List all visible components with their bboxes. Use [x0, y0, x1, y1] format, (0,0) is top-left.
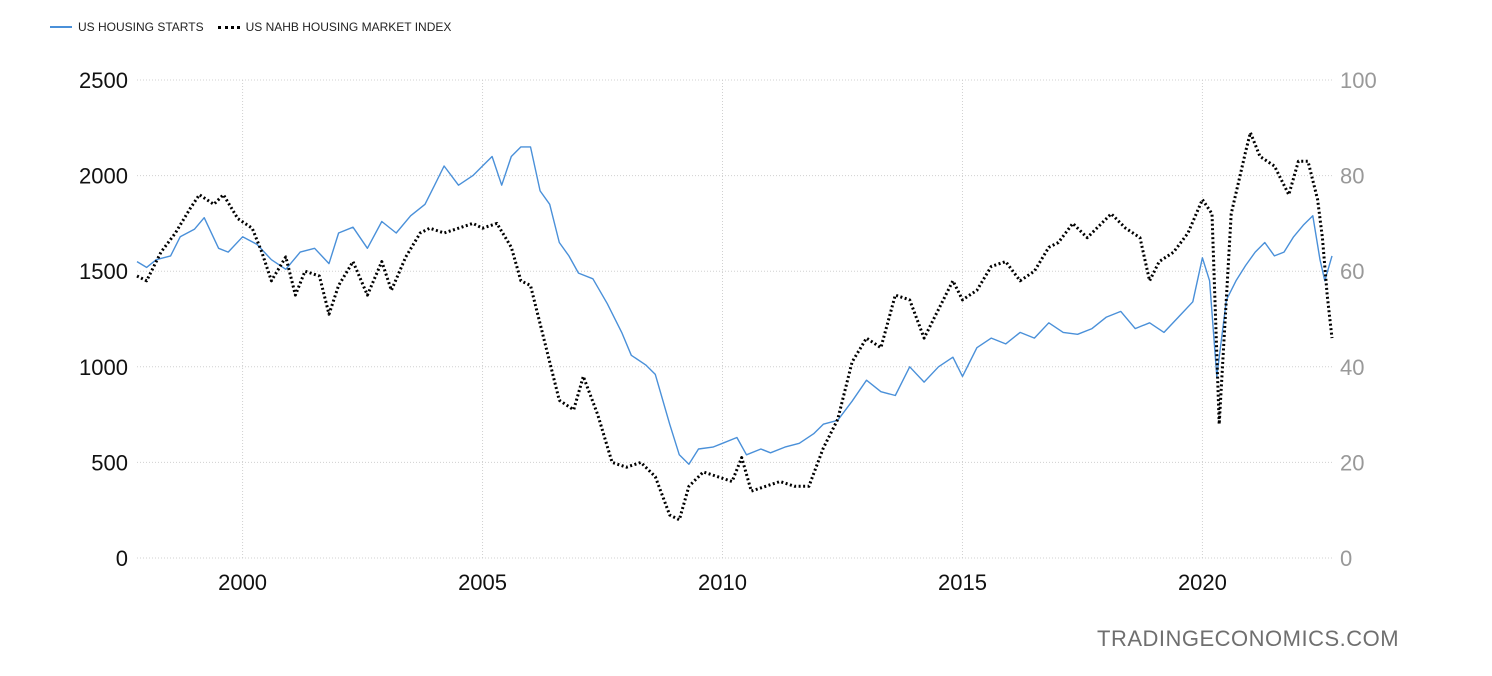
- y-left-tick-label: 1000: [79, 355, 128, 380]
- legend: US HOUSING STARTS US NAHB HOUSING MARKET…: [50, 20, 451, 34]
- legend-swatch-dotted: [217, 25, 240, 29]
- x-tick-label: 2000: [218, 570, 267, 595]
- y-right-tick-label: 100: [1340, 68, 1377, 93]
- y-left-tick-label: 0: [116, 546, 128, 571]
- y-right-tick-label: 0: [1340, 546, 1352, 571]
- y-right-tick-label: 20: [1340, 450, 1364, 475]
- y-right-tick-label: 60: [1340, 259, 1364, 284]
- y-left-tick-label: 2000: [79, 164, 128, 189]
- series-line-housing-starts: [136, 146, 1333, 465]
- y-right-tick-label: 40: [1340, 355, 1364, 380]
- y-left-tick-label: 500: [91, 450, 128, 475]
- x-tick-label: 2010: [698, 570, 747, 595]
- x-tick-label: 2020: [1178, 570, 1227, 595]
- legend-label-nahb-index: US NAHB HOUSING MARKET INDEX: [245, 20, 452, 34]
- x-tick-label: 2015: [938, 570, 987, 595]
- y-left-tick-label: 2500: [79, 68, 128, 93]
- y-left-tick-label: 1500: [79, 259, 128, 284]
- x-tick-label: 2005: [458, 570, 507, 595]
- legend-item-nahb-index[interactable]: US NAHB HOUSING MARKET INDEX: [217, 20, 452, 34]
- legend-swatch-solid: [50, 26, 72, 28]
- y-right-tick-label: 80: [1340, 164, 1364, 189]
- watermark: TRADINGECONOMICS.COM: [1097, 626, 1400, 651]
- series-line-nahb-index: [136, 131, 1334, 522]
- legend-label-housing-starts: US HOUSING STARTS: [78, 20, 204, 34]
- legend-item-housing-starts[interactable]: US HOUSING STARTS: [50, 20, 204, 34]
